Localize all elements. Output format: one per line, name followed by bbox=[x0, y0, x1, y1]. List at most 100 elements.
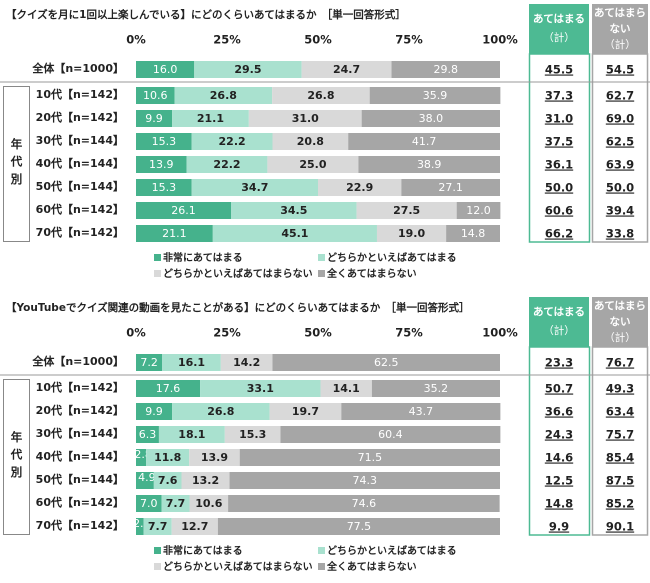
legend-label: どちらかといえばあてはまる bbox=[327, 251, 457, 264]
bar-segment bbox=[248, 110, 362, 127]
summary-yes-value: 60.6 bbox=[545, 204, 573, 218]
summary-header-yes-label: あてはまる bbox=[533, 12, 585, 25]
bar-segment bbox=[224, 426, 281, 443]
x-tick-label: 100% bbox=[482, 33, 518, 47]
x-tick-label: 50% bbox=[304, 33, 332, 47]
category-label: 60代【n=142】 bbox=[36, 495, 124, 509]
x-tick-label: 50% bbox=[304, 326, 332, 340]
bar-segment bbox=[136, 380, 201, 397]
bar-segment bbox=[301, 61, 392, 78]
chart-title: 【クイズを月に1回以上楽しんでいる】にどのくらいあてはまるか ［単一回答形式］ bbox=[6, 8, 406, 21]
age-group-label: 年代別 bbox=[9, 430, 24, 484]
data-label: 13.9 bbox=[201, 451, 228, 464]
bar-segment bbox=[401, 179, 500, 196]
legend-label: 非常にあてはまる bbox=[163, 251, 243, 264]
data-label: 13.2 bbox=[192, 474, 219, 487]
bar-segment bbox=[162, 354, 221, 371]
data-label: 7.7 bbox=[166, 497, 186, 510]
summary-header-no bbox=[592, 297, 648, 347]
summary-yes-value: 14.8 bbox=[545, 497, 573, 511]
bar-segment bbox=[356, 202, 457, 219]
category-label: 60代【n=142】 bbox=[36, 202, 124, 216]
summary-no-value: 75.7 bbox=[606, 428, 634, 442]
data-label: 35.2 bbox=[424, 382, 449, 395]
data-label: 22.9 bbox=[346, 181, 373, 194]
data-label: 7.0 bbox=[140, 497, 158, 510]
data-label: 34.7 bbox=[241, 181, 268, 194]
bar-segment bbox=[189, 449, 240, 466]
data-label: 77.5 bbox=[347, 520, 372, 533]
bar-segment bbox=[341, 403, 501, 420]
data-label: 25.0 bbox=[299, 158, 326, 171]
data-label: 22.2 bbox=[219, 135, 246, 148]
summary-no-value: 50.0 bbox=[606, 181, 634, 195]
bar-segment bbox=[171, 518, 218, 535]
bar-segment bbox=[136, 518, 144, 535]
data-label: 74.6 bbox=[352, 497, 377, 510]
bar-segment bbox=[280, 426, 501, 443]
summary-no-value: 69.0 bbox=[606, 112, 634, 126]
data-label: 12.0 bbox=[466, 204, 491, 217]
data-label: 62.5 bbox=[374, 356, 399, 369]
bar-segment bbox=[269, 403, 342, 420]
bar-segment bbox=[320, 380, 372, 397]
bar-segment bbox=[136, 110, 173, 127]
summary-yes-column bbox=[528, 346, 591, 536]
summary-yes-value: 36.6 bbox=[545, 405, 573, 419]
bar-segment bbox=[186, 156, 268, 173]
data-label: 45.1 bbox=[281, 227, 308, 240]
summary-yes-value: 23.3 bbox=[545, 356, 573, 370]
summary-no-value: 90.1 bbox=[606, 520, 634, 534]
data-label: 38.0 bbox=[419, 112, 444, 125]
legend-label: 非常にあてはまる bbox=[163, 544, 243, 557]
legend-swatch bbox=[318, 563, 325, 570]
data-label: 9.9 bbox=[145, 112, 163, 125]
summary-header-no-label: （計） bbox=[604, 331, 636, 344]
data-label: 26.1 bbox=[171, 204, 196, 217]
summary-yes-value: 50.0 bbox=[545, 181, 573, 195]
bar-segment bbox=[136, 403, 173, 420]
bar-segment bbox=[172, 110, 249, 127]
summary-header-no-label: （計） bbox=[604, 38, 636, 51]
legend-swatch bbox=[318, 547, 325, 554]
bar-segment bbox=[200, 380, 321, 397]
bar-segment bbox=[212, 225, 377, 242]
bar-segment bbox=[136, 449, 147, 466]
bar-segment bbox=[369, 87, 501, 104]
summary-header-yes-label: （計） bbox=[543, 324, 575, 337]
summary-no-value: 62.5 bbox=[606, 135, 634, 149]
bar-segment bbox=[391, 61, 500, 78]
category-label: 70代【n=142】 bbox=[36, 518, 124, 532]
summary-yes-value: 9.9 bbox=[549, 520, 569, 534]
category-label: 20代【n=142】 bbox=[36, 110, 124, 124]
data-label: 9.9 bbox=[145, 405, 163, 418]
data-label: 27.1 bbox=[438, 181, 463, 194]
bar-segment bbox=[272, 87, 370, 104]
summary-no-column bbox=[591, 53, 649, 243]
bar-segment bbox=[136, 61, 195, 78]
bar-segment bbox=[456, 202, 501, 219]
summary-no-value: 33.8 bbox=[606, 227, 634, 241]
data-label: 11.8 bbox=[154, 451, 181, 464]
data-label: 19.0 bbox=[398, 227, 425, 240]
bar-segment bbox=[217, 518, 500, 535]
legend-label: どちらかといえばあてはまる bbox=[327, 544, 457, 557]
data-label: 16.1 bbox=[178, 356, 205, 369]
summary-yes-value: 50.7 bbox=[545, 382, 573, 396]
bar-segment bbox=[143, 518, 172, 535]
data-label: 7.2 bbox=[140, 356, 158, 369]
bar-segment bbox=[348, 133, 500, 150]
legend-label: どちらかといえばあてはまらない bbox=[163, 267, 313, 280]
bar-segment bbox=[161, 495, 190, 512]
data-label: 13.9 bbox=[149, 158, 174, 171]
bar-segment bbox=[136, 156, 187, 173]
bar-segment bbox=[174, 87, 273, 104]
summary-no-value: 76.7 bbox=[606, 356, 634, 370]
legend-swatch bbox=[154, 254, 161, 261]
summary-header-yes bbox=[529, 297, 589, 347]
summary-no-value: 85.4 bbox=[606, 451, 634, 465]
data-label: 15.3 bbox=[152, 181, 177, 194]
category-label: 全体【n=1000】 bbox=[31, 61, 124, 75]
age-group-label: 年代別 bbox=[9, 137, 24, 191]
